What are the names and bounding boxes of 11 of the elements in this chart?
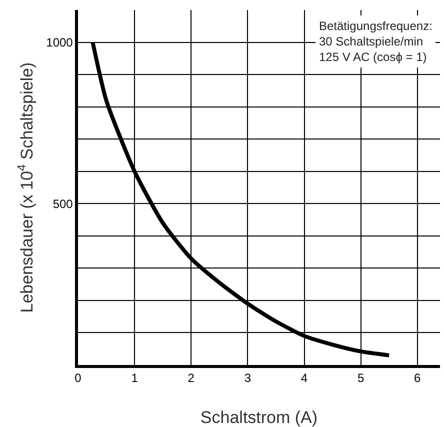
x-tick-label: 3 [244, 371, 252, 386]
x-tick-label: 0 [74, 371, 82, 386]
x-tick-label: 5 [357, 371, 364, 386]
x-tick-label: 6 [414, 371, 422, 386]
annotation: Betätigungsfrequenz: 30 Schaltspiele/min 125 V AC (cosϕ = 1) [319, 19, 432, 64]
x-tick-label: 1 [131, 371, 138, 386]
x-tick-label: 2 [188, 371, 195, 386]
y-tick-label: 500 [52, 196, 74, 211]
x-axis-title: Schaltstrom (A) [200, 408, 318, 427]
x-tick-label: 4 [300, 371, 308, 386]
y-tick-label: 1000 [46, 35, 74, 50]
